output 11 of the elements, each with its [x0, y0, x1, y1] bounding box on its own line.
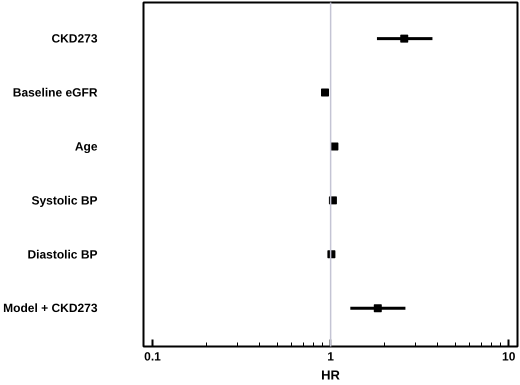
x-tick-label: 10	[502, 350, 516, 364]
x-tick-label: 0.1	[144, 350, 162, 364]
y-tick-label: Systolic BP	[31, 193, 98, 208]
point	[400, 34, 408, 43]
y-tick-label: CKD273	[51, 32, 98, 46]
y-tick-label: Age	[74, 139, 98, 154]
y-tick-label: Model + CKD273	[3, 301, 98, 316]
x-tick-label: 1	[327, 350, 334, 364]
y-tick-label: Diastolic BP	[27, 247, 98, 262]
x-axis-title: HR	[321, 368, 340, 382]
y-tick-label: Baseline eGFR	[12, 86, 98, 100]
